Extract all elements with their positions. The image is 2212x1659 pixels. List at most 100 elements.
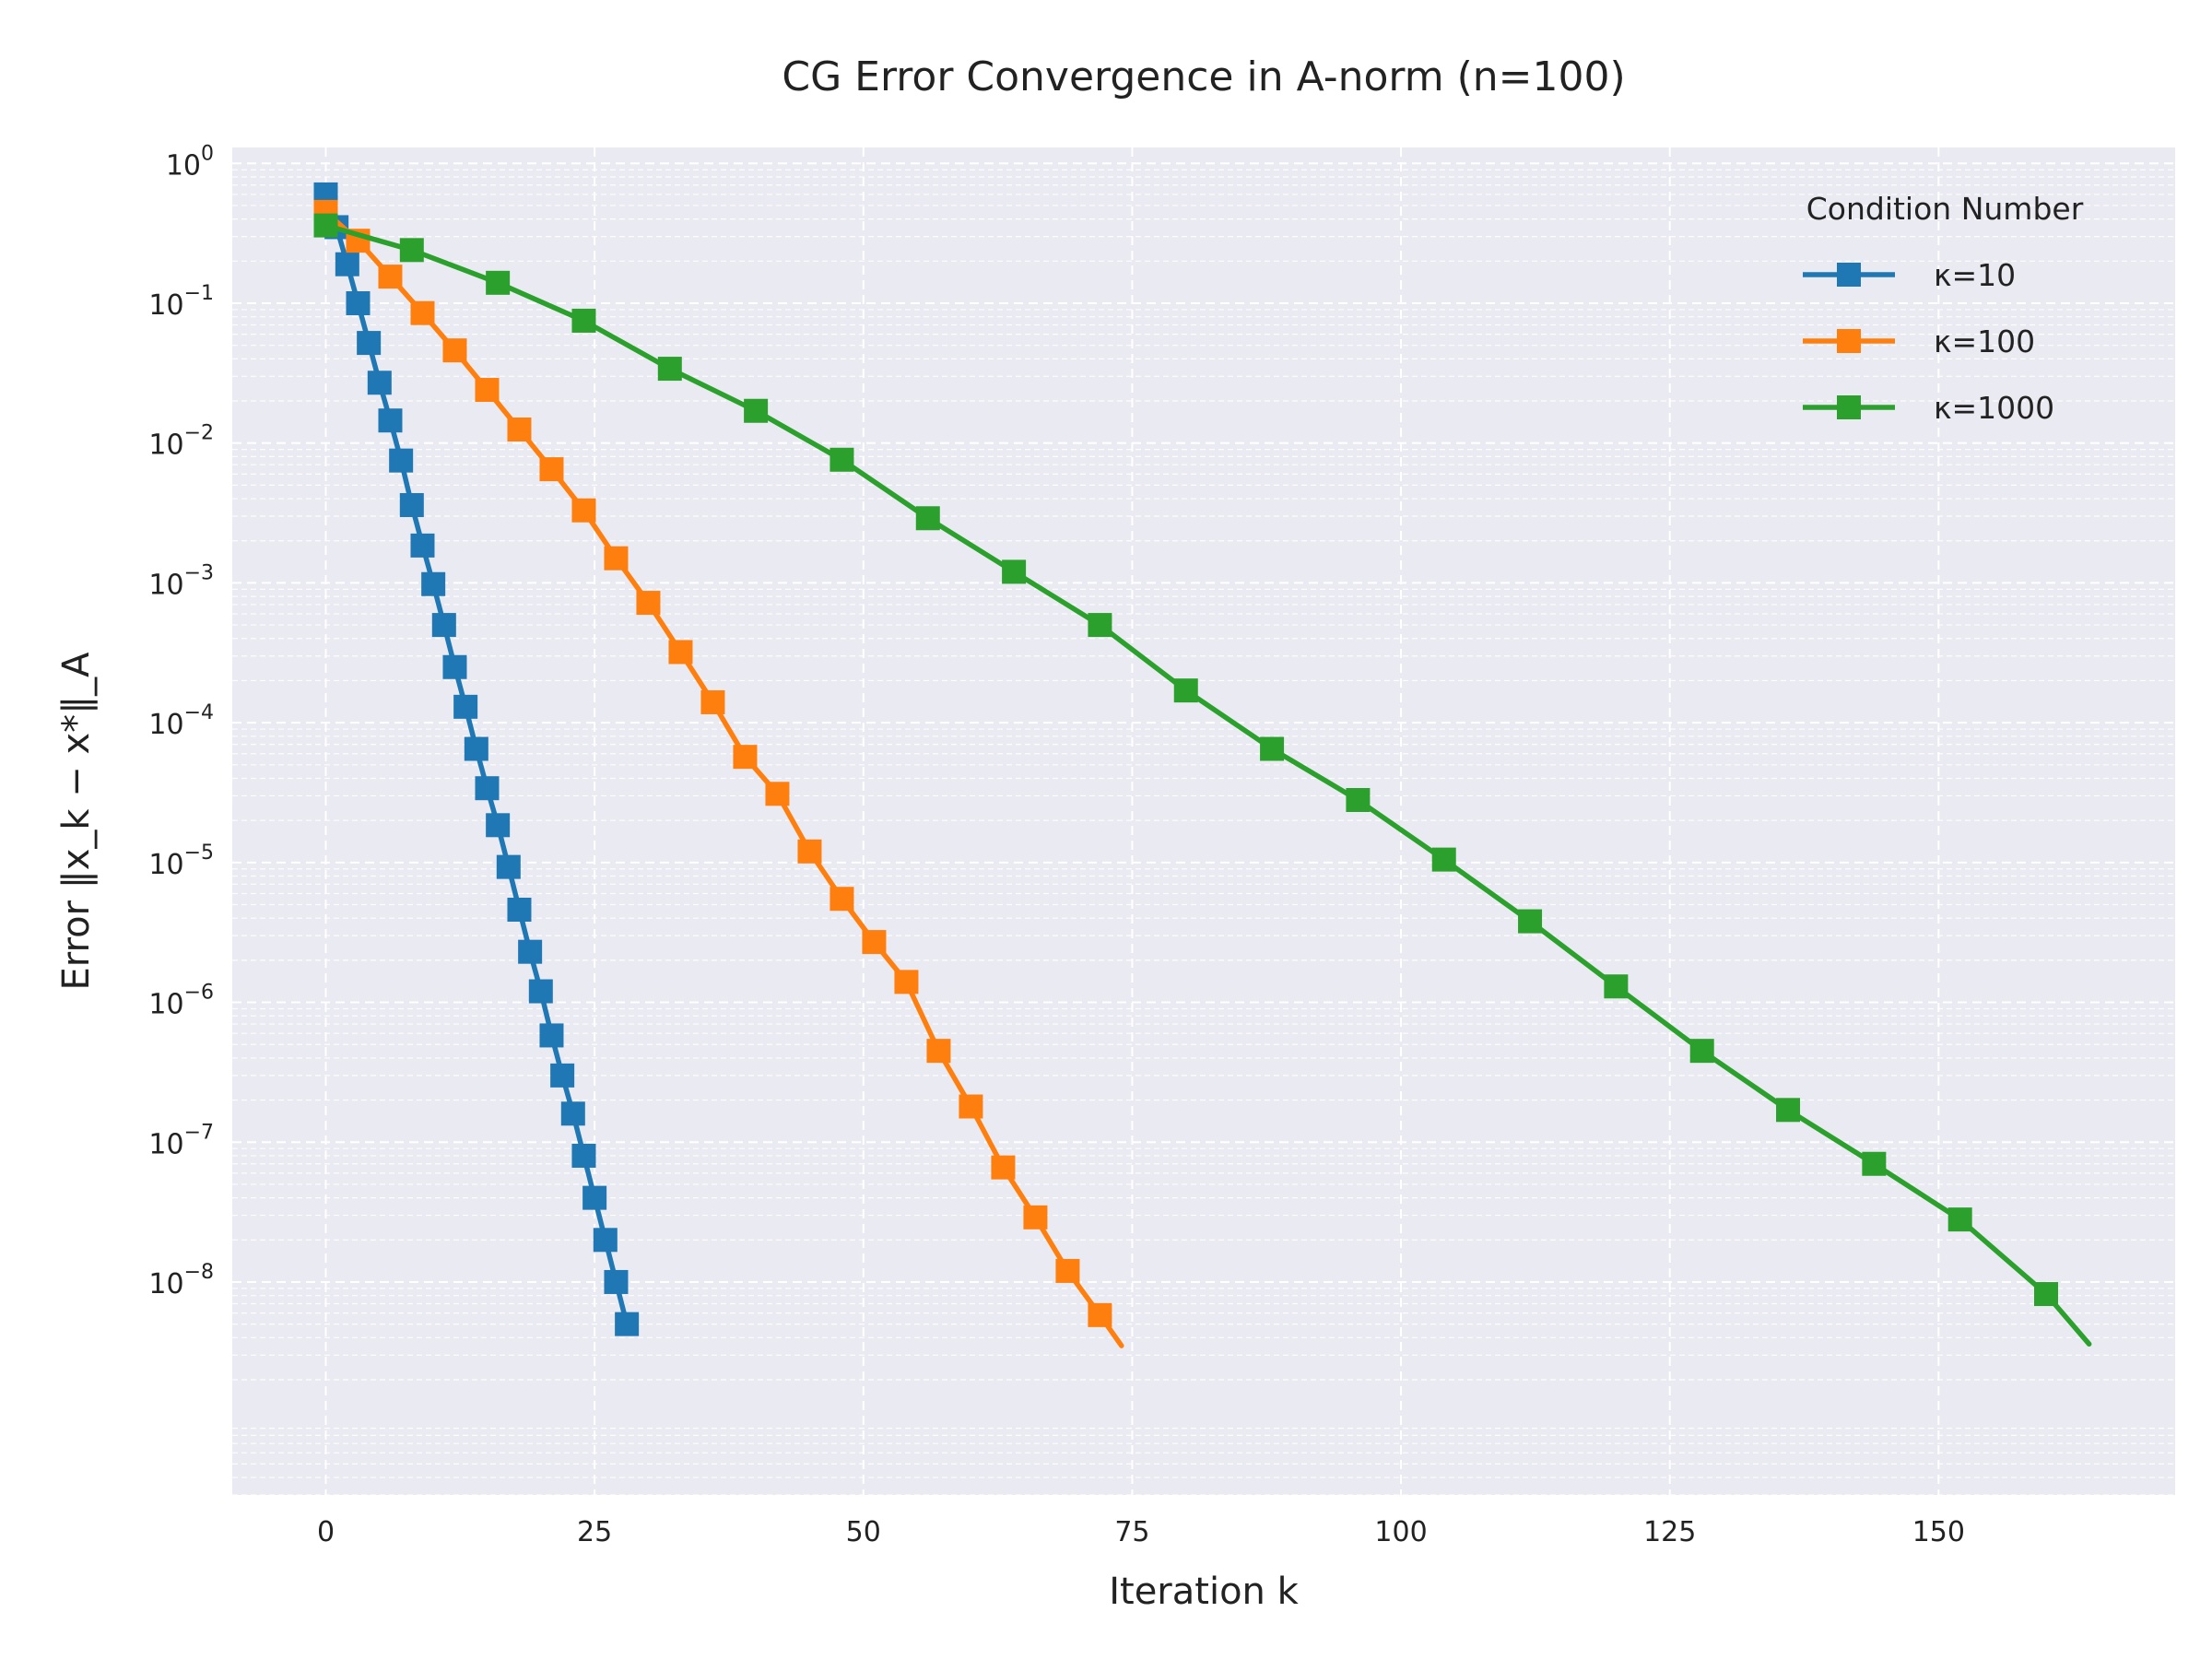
x-tick-label: 25 [577,1516,612,1548]
data-point [335,252,359,276]
data-point [539,457,564,482]
data-point [582,1185,607,1210]
series-1 [313,182,640,1336]
data-point [560,1101,585,1126]
y-tick-mantissa: 10 [148,289,183,322]
series-line [323,222,2092,1347]
data-point [442,654,467,679]
data-point [615,1312,640,1336]
data-point [1173,678,1198,703]
data-point [518,939,543,964]
y-tick-mantissa: 10 [166,149,201,182]
legend-label: κ=1000 [1934,390,2054,426]
data-point [357,331,382,356]
data-point [389,448,414,473]
data-point [346,290,371,315]
x-tick-label: 100 [1374,1516,1427,1548]
data-point [733,745,758,770]
y-tick-exponent: −8 [184,1261,214,1284]
x-tick-label: 75 [1114,1516,1149,1548]
data-point [399,493,424,518]
y-tick-exponent: −7 [184,1121,214,1144]
data-point [421,571,446,596]
legend-label: κ=100 [1934,324,2035,359]
y-tick-label: 100 [166,142,214,182]
y-tick-exponent: 0 [201,142,214,165]
data-point [486,270,511,295]
data-point [507,418,532,442]
legend-marker [1837,329,1861,353]
data-point [431,613,456,638]
legend-item: κ=10 [1803,257,2016,293]
data-point [830,447,854,472]
data-point [378,265,403,289]
data-point [496,854,521,879]
y-tick-exponent: −5 [184,841,214,865]
y-tick-mantissa: 10 [148,569,183,601]
data-point [797,839,822,864]
data-point [464,736,488,761]
data-point [453,694,478,719]
data-point [1689,1039,1714,1064]
series-3 [313,213,2092,1347]
legend-title: Condition Number [1806,191,2084,227]
data-point [862,930,887,955]
y-tick-label: 10−3 [148,561,214,601]
y-tick-label: 10−5 [148,841,214,881]
data-point [507,897,532,922]
legend-marker [1837,263,1861,287]
data-point [2034,1282,2059,1307]
y-tick-mantissa: 10 [148,849,183,881]
grid [232,147,2175,1496]
legend: Condition Number κ=10 κ=100 κ=1000 [1803,191,2084,426]
series-layer [313,182,2092,1348]
data-point [604,546,629,571]
series-2 [313,199,1124,1348]
data-point [399,238,424,263]
data-point [744,398,769,423]
data-point [1023,1205,1048,1230]
data-point [636,591,661,616]
data-point [1260,736,1285,761]
data-point [1431,847,1456,872]
data-point [528,979,553,1004]
data-point [604,1269,629,1294]
data-point [410,533,435,558]
y-tick-label: 10−8 [148,1261,214,1300]
data-point [1947,1207,1972,1232]
y-tick-exponent: −4 [184,701,214,724]
y-axis-label: Error ‖x_k − x*‖_A [55,652,98,991]
data-point [313,213,338,238]
data-point [571,498,596,523]
legend-label: κ=10 [1934,257,2016,293]
y-tick-label: 10−2 [148,422,214,462]
legend-item: κ=1000 [1803,390,2054,426]
y-tick-exponent: −6 [184,982,214,1005]
data-point [378,408,403,433]
data-point [593,1228,618,1253]
y-tick-label: 10−6 [148,982,214,1021]
data-point [442,338,467,363]
y-tick-mantissa: 10 [148,1128,183,1160]
data-point [1776,1098,1801,1123]
data-point [1088,613,1112,638]
x-axis-label: Iteration k [1109,1571,1299,1613]
data-point [1088,1302,1112,1327]
data-point [1055,1258,1080,1283]
plot-area [232,147,2175,1495]
x-tick-label: 50 [846,1516,881,1548]
legend-marker [1837,395,1861,419]
y-tick-mantissa: 10 [148,709,183,741]
data-point [410,300,435,325]
data-point [1518,909,1543,934]
data-point [926,1039,951,1064]
data-point [550,1063,575,1088]
data-point [657,357,682,382]
data-point [539,1023,564,1048]
x-tick-label: 125 [1643,1516,1696,1548]
data-point [765,782,790,806]
x-tick-label: 0 [317,1516,335,1548]
data-point [1002,559,1027,584]
